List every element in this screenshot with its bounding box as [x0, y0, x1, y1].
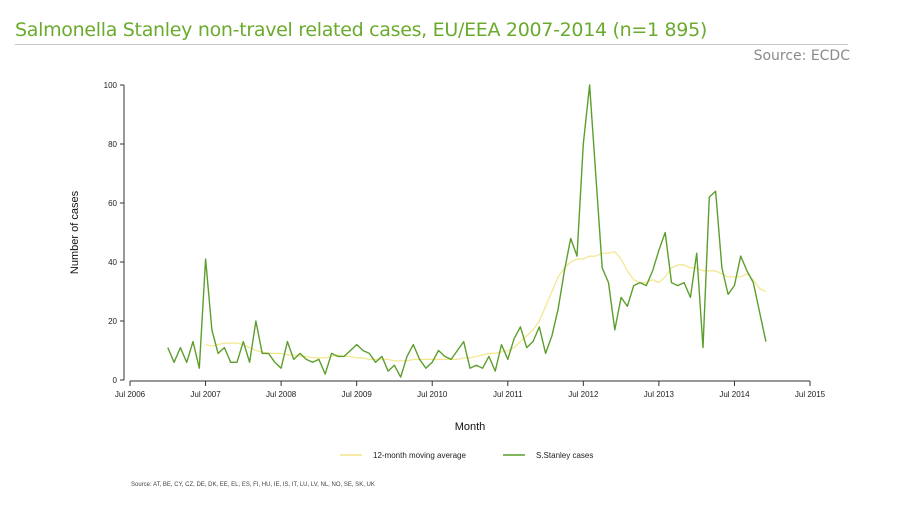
x-tick-label: Jul 2012	[568, 390, 599, 399]
y-tick-label: 100	[104, 81, 118, 90]
y-axis-title: Number of cases	[69, 190, 81, 274]
x-tick-label: Jul 2007	[190, 390, 221, 399]
y-tick-label: 0	[113, 376, 118, 385]
x-tick-label: Jul 2014	[719, 390, 750, 399]
x-tick-label: Jul 2015	[795, 390, 826, 399]
title-divider	[15, 44, 848, 45]
x-axis-title: Month	[455, 421, 486, 433]
source-label: Source: ECDC	[753, 48, 850, 64]
y-tick-label: 60	[108, 199, 117, 208]
x-tick-label: Jul 2010	[417, 390, 448, 399]
x-tick-label: Jul 2013	[644, 390, 675, 399]
legend-label-cases: S.Stanley cases	[536, 451, 593, 460]
legend-label-moving-average: 12-month moving average	[373, 451, 466, 460]
footer-source: Source: AT, BE, CY, CZ, DE, DK, EE, EL, …	[131, 482, 375, 488]
chart-title: Salmonella Stanley non-travel related ca…	[15, 19, 707, 41]
y-tick-label: 40	[108, 258, 117, 267]
x-tick-label: Jul 2008	[266, 390, 297, 399]
y-tick-label: 20	[108, 317, 117, 326]
y-tick-label: 80	[108, 140, 117, 149]
x-tick-label: Jul 2006	[115, 390, 146, 399]
x-tick-label: Jul 2009	[342, 390, 373, 399]
cases-line	[167, 84, 767, 378]
x-tick-label: Jul 2011	[493, 390, 523, 399]
moving-average-line	[205, 251, 767, 362]
